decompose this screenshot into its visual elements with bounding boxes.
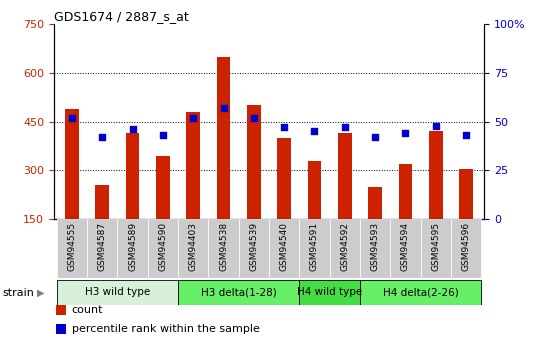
Point <box>128 127 137 132</box>
Text: percentile rank within the sample: percentile rank within the sample <box>72 324 259 334</box>
FancyBboxPatch shape <box>299 280 360 305</box>
FancyBboxPatch shape <box>269 219 299 278</box>
Text: strain: strain <box>3 288 34 297</box>
Bar <box>247 105 261 219</box>
Bar <box>459 169 473 219</box>
Text: GSM94587: GSM94587 <box>98 222 107 271</box>
Text: GSM94593: GSM94593 <box>371 222 380 271</box>
Text: GSM94403: GSM94403 <box>189 222 198 271</box>
Point <box>250 115 258 120</box>
Text: H4 wild type: H4 wild type <box>297 287 362 297</box>
FancyBboxPatch shape <box>148 219 178 278</box>
FancyBboxPatch shape <box>330 219 360 278</box>
Bar <box>65 109 79 219</box>
Text: H3 wild type: H3 wild type <box>85 287 150 297</box>
Bar <box>399 164 412 219</box>
FancyBboxPatch shape <box>57 219 87 278</box>
FancyBboxPatch shape <box>57 280 178 305</box>
Point <box>219 105 228 111</box>
Text: GSM94540: GSM94540 <box>280 222 289 271</box>
Point <box>341 125 349 130</box>
Bar <box>217 57 230 219</box>
Bar <box>308 161 321 219</box>
FancyBboxPatch shape <box>451 219 481 278</box>
Point <box>189 115 197 120</box>
Bar <box>186 112 200 219</box>
Text: GSM94589: GSM94589 <box>128 222 137 271</box>
Text: GSM94590: GSM94590 <box>158 222 167 271</box>
Point <box>280 125 288 130</box>
Bar <box>277 138 291 219</box>
FancyBboxPatch shape <box>117 219 148 278</box>
Point <box>310 129 319 134</box>
Text: H4 delta(2-26): H4 delta(2-26) <box>383 287 458 297</box>
Bar <box>95 185 109 219</box>
Bar <box>429 131 443 219</box>
FancyBboxPatch shape <box>178 219 208 278</box>
Point <box>371 135 379 140</box>
FancyBboxPatch shape <box>208 219 239 278</box>
FancyBboxPatch shape <box>178 280 299 305</box>
Text: GSM94594: GSM94594 <box>401 222 410 271</box>
Bar <box>338 133 352 219</box>
FancyBboxPatch shape <box>421 219 451 278</box>
Text: GSM94592: GSM94592 <box>340 222 349 271</box>
Point <box>462 132 470 138</box>
FancyBboxPatch shape <box>360 280 481 305</box>
FancyBboxPatch shape <box>87 219 117 278</box>
FancyBboxPatch shape <box>360 219 390 278</box>
Point <box>159 132 167 138</box>
Point <box>401 130 410 136</box>
Bar <box>126 133 139 219</box>
FancyBboxPatch shape <box>239 219 269 278</box>
Text: GSM94538: GSM94538 <box>219 222 228 271</box>
Bar <box>156 156 169 219</box>
Text: GSM94539: GSM94539 <box>249 222 258 271</box>
Point <box>98 135 107 140</box>
Text: GSM94596: GSM94596 <box>462 222 471 271</box>
Text: GSM94591: GSM94591 <box>310 222 319 271</box>
Text: GSM94595: GSM94595 <box>431 222 440 271</box>
Bar <box>369 187 382 219</box>
Text: GDS1674 / 2887_s_at: GDS1674 / 2887_s_at <box>54 10 188 23</box>
FancyBboxPatch shape <box>299 219 330 278</box>
Point <box>431 123 440 128</box>
FancyBboxPatch shape <box>390 219 421 278</box>
Text: ▶: ▶ <box>37 288 44 297</box>
Text: count: count <box>72 305 103 315</box>
Text: H3 delta(1-28): H3 delta(1-28) <box>201 287 277 297</box>
Point <box>68 115 76 120</box>
Text: GSM94555: GSM94555 <box>67 222 76 271</box>
